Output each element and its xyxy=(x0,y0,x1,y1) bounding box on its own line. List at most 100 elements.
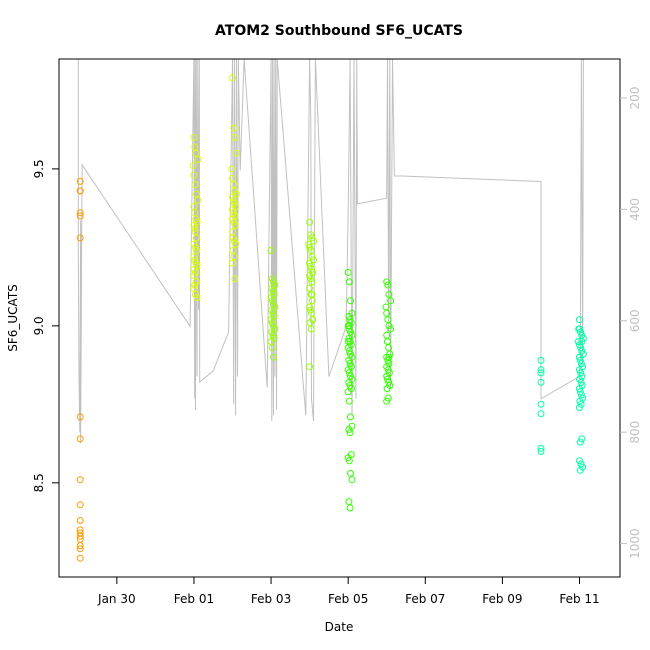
data-point xyxy=(76,545,84,553)
y-axis-label: SF6_UCATS xyxy=(6,284,20,352)
data-point xyxy=(268,344,276,352)
data-point xyxy=(267,316,275,324)
data-point xyxy=(268,319,276,327)
x-tick-label: Jan 30 xyxy=(97,592,136,606)
data-point xyxy=(191,181,199,189)
y-tick-label: 9.0 xyxy=(32,316,46,335)
data-point xyxy=(228,165,236,173)
data-point xyxy=(229,74,236,82)
data-point xyxy=(306,319,314,327)
data-point xyxy=(576,316,583,324)
data-point xyxy=(76,532,84,540)
data-point xyxy=(576,366,583,374)
data-point xyxy=(345,347,353,355)
data-point xyxy=(383,353,391,361)
data-point xyxy=(385,378,393,386)
data-point xyxy=(347,328,354,336)
data-point xyxy=(191,281,199,289)
data-point xyxy=(576,388,584,396)
data-point xyxy=(231,134,239,141)
data-point xyxy=(576,404,583,411)
data-point xyxy=(306,272,314,280)
data-point xyxy=(76,435,84,443)
data-point xyxy=(76,187,84,195)
data-point xyxy=(191,209,199,217)
data-point xyxy=(268,306,276,314)
data-point xyxy=(308,265,315,273)
right-y-tick-label: 1000 xyxy=(628,528,642,559)
data-point xyxy=(268,297,276,305)
data-point xyxy=(76,501,84,509)
data-point xyxy=(577,328,585,336)
data-point xyxy=(192,234,200,242)
data-point xyxy=(576,438,584,446)
data-point xyxy=(346,504,354,512)
data-point xyxy=(345,325,353,333)
data-point xyxy=(193,294,201,302)
right-y-tick-label: 200 xyxy=(628,87,642,110)
data-points-layer xyxy=(76,74,587,562)
data-point xyxy=(305,240,313,248)
data-point xyxy=(345,356,353,364)
right-y-tick-label: 600 xyxy=(628,309,642,332)
data-point xyxy=(76,413,84,421)
data-point xyxy=(191,225,199,232)
data-point xyxy=(306,243,314,251)
data-point xyxy=(269,322,277,330)
data-point xyxy=(344,269,352,276)
data-point xyxy=(537,400,545,408)
data-point xyxy=(576,356,584,364)
data-point xyxy=(578,338,586,345)
data-point xyxy=(306,218,314,226)
data-point xyxy=(384,281,392,289)
data-point xyxy=(194,156,202,163)
data-point xyxy=(76,542,84,550)
data-point xyxy=(190,171,198,179)
data-point xyxy=(76,209,84,217)
data-point xyxy=(310,237,317,245)
pressure-trace-layer xyxy=(77,59,586,444)
data-point xyxy=(577,391,585,399)
data-point xyxy=(576,325,583,333)
data-point xyxy=(190,284,198,292)
data-point xyxy=(346,382,354,389)
data-point xyxy=(306,363,314,371)
data-point xyxy=(345,378,353,386)
data-point xyxy=(537,410,545,418)
data-point xyxy=(269,353,277,361)
data-point xyxy=(194,196,202,204)
data-point xyxy=(344,388,352,396)
data-point xyxy=(269,309,277,317)
data-point xyxy=(229,174,236,182)
data-point xyxy=(230,209,238,217)
data-point xyxy=(189,162,197,170)
data-point xyxy=(384,356,392,364)
data-point xyxy=(76,554,84,562)
data-point xyxy=(345,425,353,433)
data-point xyxy=(192,190,200,198)
data-point xyxy=(383,372,391,380)
data-point xyxy=(229,234,237,242)
data-point xyxy=(384,375,391,383)
data-point xyxy=(347,469,354,477)
data-point xyxy=(307,325,315,333)
data-point xyxy=(191,256,199,264)
data-point xyxy=(307,275,315,283)
data-point xyxy=(231,221,239,229)
data-point xyxy=(230,124,238,132)
y-axis-right: 200 400 600 800 1000 xyxy=(620,87,642,559)
x-axis: Jan 30 Feb 01 Feb 03 Feb 05 Feb 07 Feb 09 Feb … xyxy=(97,577,600,606)
x-tick-label: Feb 11 xyxy=(559,592,599,606)
data-point xyxy=(576,353,583,361)
x-axis-label: Date xyxy=(325,620,354,634)
data-point xyxy=(384,366,392,374)
data-point xyxy=(345,278,353,286)
data-point xyxy=(345,498,353,506)
data-point xyxy=(308,309,315,317)
right-y-tick-label: 800 xyxy=(628,421,642,444)
data-point xyxy=(267,247,275,254)
data-point xyxy=(230,199,238,207)
data-point xyxy=(190,272,198,280)
data-point xyxy=(385,291,393,298)
